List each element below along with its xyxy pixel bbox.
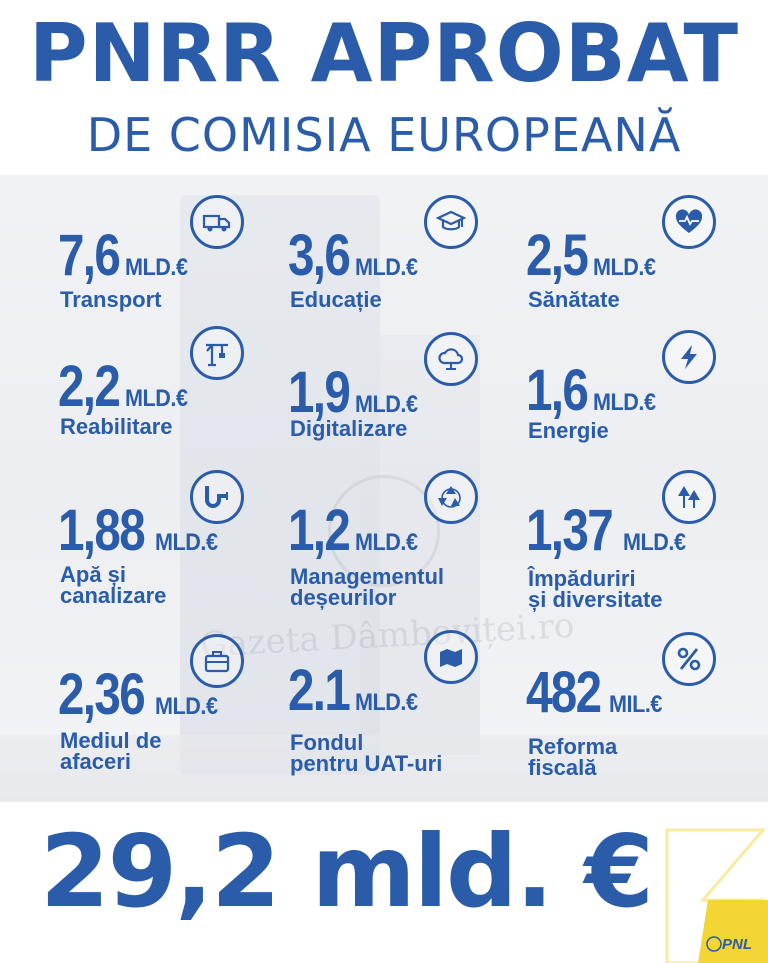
stat-value: 2.1 MLD.€ <box>288 658 418 723</box>
cloud-network-icon <box>424 332 478 386</box>
stat-label: Energie <box>528 418 609 443</box>
stat-value: 1,9 MLD.€ <box>288 360 418 425</box>
map-icon <box>424 630 478 684</box>
stat-value: 2,36 MLD.€ <box>58 662 218 727</box>
stat-value: 1,37 MLD.€ <box>526 498 686 563</box>
briefcase-icon <box>190 634 244 688</box>
stat-value: 482 MIL.€ <box>526 660 662 725</box>
stat-label: Mediul de afaceri <box>60 728 162 774</box>
pnl-brand-label: PNL <box>722 936 752 953</box>
stat-value: 1,88 MLD.€ <box>58 498 218 563</box>
background-ground <box>0 735 768 802</box>
page-title: PNRR APROBAT <box>28 7 740 100</box>
stat-item-impaduriri: 1,37 MLD.€ Împăduriri și diversitate <box>526 470 726 612</box>
lightning-icon <box>662 330 716 384</box>
watermark-seal <box>328 475 440 587</box>
stat-value: 7,6 MLD.€ <box>58 223 188 288</box>
stat-item-reabilitare: 2,2 MLD.€ Reabilitare <box>58 326 258 466</box>
stat-label: Apă și canalizare <box>60 562 167 608</box>
truck-icon <box>190 195 244 249</box>
stat-label: Reforma fiscală <box>528 734 618 780</box>
stat-label: Managementul deșeurilor <box>290 564 445 610</box>
graduation-cap-icon <box>424 195 478 249</box>
stat-item-deseuri: 1,2 MLD.€ Managementul deșeurilor <box>288 470 488 610</box>
total-amount: 29,2 mld. € <box>40 813 654 930</box>
stat-item-reforma-fiscala: 482 MIL.€ Reforma fiscală <box>526 632 726 779</box>
stat-item-transport: 7,6 MLD.€ Transport <box>58 195 258 335</box>
stat-item-sanatate: 2,5 MLD.€ Sănătate <box>526 195 726 335</box>
recycle-icon <box>424 470 478 524</box>
stat-value: 1,6 MLD.€ <box>526 358 656 423</box>
stat-label: Digitalizare <box>290 416 408 441</box>
stat-label: Transport <box>60 287 162 312</box>
stat-label: Educație <box>290 287 382 312</box>
crane-icon <box>190 326 244 380</box>
stat-label: Reabilitare <box>60 414 173 439</box>
stat-label: Împăduriri și diversitate <box>528 566 663 612</box>
stat-value: 2,2 MLD.€ <box>58 354 188 419</box>
stat-item-apa-canalizare: 1,88 MLD.€ Apă și canalizare <box>58 470 258 610</box>
trees-icon <box>662 470 716 524</box>
stat-value: 1,2 MLD.€ <box>288 498 418 563</box>
stats-panel: Gazeta Dâmboviței.ro <box>0 175 768 802</box>
percent-icon <box>662 632 716 686</box>
stat-value: 2,5 MLD.€ <box>526 223 656 288</box>
stat-item-mediul-afaceri: 2,36 MLD.€ Mediul de afaceri <box>58 634 258 774</box>
heart-pulse-icon <box>662 195 716 249</box>
stat-value: 3,6 MLD.€ <box>288 223 418 288</box>
pnl-logo-icon <box>665 828 768 963</box>
stat-label: Fondul pentru UAT-uri <box>290 730 443 776</box>
stat-item-fondul-uat: 2.1 MLD.€ Fondul pentru UAT-uri <box>288 630 488 775</box>
stat-item-energie: 1,6 MLD.€ Energie <box>526 330 726 470</box>
stat-label: Sănătate <box>528 287 620 312</box>
stat-item-educatie: 3,6 MLD.€ Educație <box>288 195 488 335</box>
stat-item-digitalizare: 1,9 MLD.€ Digitalizare <box>288 332 488 472</box>
pipes-icon <box>190 470 244 524</box>
page-subtitle: DE COMISIA EUROPEANĂ <box>86 108 682 162</box>
